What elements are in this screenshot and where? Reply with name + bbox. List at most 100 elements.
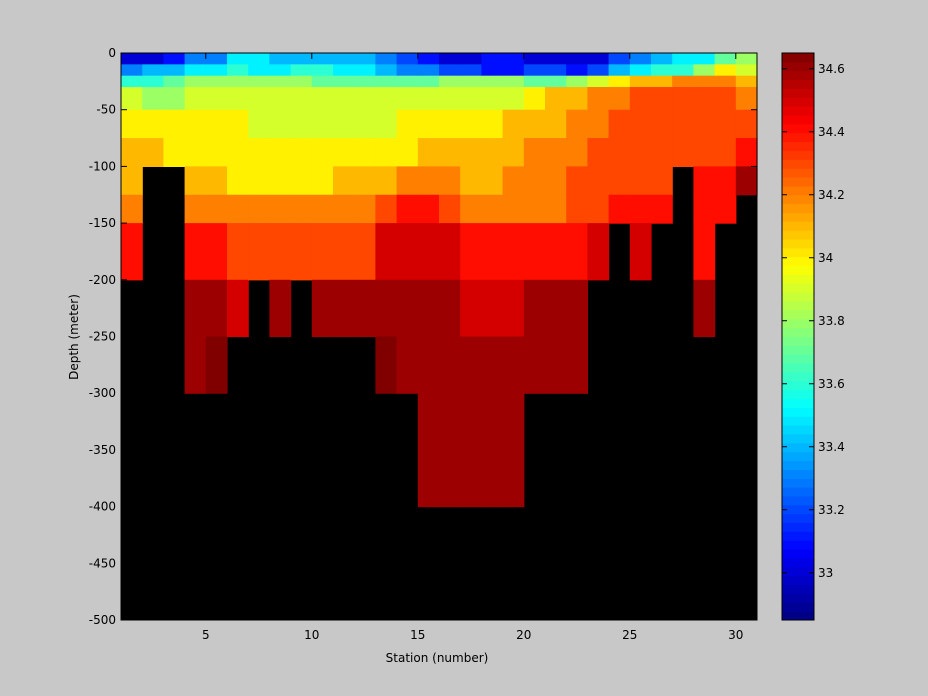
colorbar-segment (782, 61, 814, 72)
heatmap-cell (502, 87, 525, 111)
heatmap-cell (566, 87, 588, 111)
heatmap-cell (502, 109, 525, 139)
heatmap-cell (417, 53, 440, 65)
heatmap-cell (248, 87, 270, 111)
heatmap-cell (672, 53, 694, 65)
heatmap-cell (354, 223, 376, 281)
heatmap-cell (714, 194, 737, 224)
heatmap-cell (333, 223, 355, 281)
heatmap-cell (417, 138, 440, 167)
colorbar-segment (782, 185, 814, 196)
heatmap-cell (651, 64, 673, 77)
y-axis-ticks: 0 -50 -100 -150 -200 -250 -300 -350 -400 -450 -500 (89, 46, 757, 627)
colorbar-segment (782, 593, 814, 603)
heatmap-cell (248, 53, 270, 65)
heatmap-cell (142, 109, 164, 139)
heatmap-cell (439, 87, 461, 111)
heatmap-cell (439, 393, 461, 508)
heatmap-cell (693, 279, 716, 338)
colorbar-segment (782, 345, 814, 355)
y-axis-label: Depth (meter) (67, 294, 81, 380)
heatmap-cell (629, 194, 652, 224)
heatmap-cell (460, 138, 482, 167)
heatmap-cell (735, 138, 758, 167)
heatmap-cell (396, 138, 419, 167)
colorbar-segment (782, 575, 814, 586)
heatmap-cell (566, 194, 588, 224)
y-tick-label: -450 (89, 556, 116, 570)
heatmap-cell (481, 393, 504, 508)
heatmap-cell (184, 279, 207, 338)
colorbar-segment (782, 274, 814, 284)
heatmap-cell (184, 109, 207, 139)
heatmap-cell (227, 75, 249, 88)
x-axis-ticks: 5 10 15 20 25 30 (202, 53, 743, 642)
heatmap-cell (205, 336, 228, 394)
heatmap-cell (354, 194, 376, 224)
heatmap-cell (375, 223, 398, 281)
heatmap-cell (481, 138, 504, 167)
heatmap-cell (121, 87, 143, 111)
colorbar-segment (782, 123, 814, 134)
heatmap-cell (311, 87, 334, 111)
heatmap-cell (290, 87, 313, 111)
heatmap-cell (608, 64, 631, 77)
heatmap-cell (163, 109, 186, 139)
heatmap-cell (545, 109, 567, 139)
y-tick-label: -350 (89, 443, 116, 457)
heatmap-cell (651, 87, 673, 111)
heatmap-cell (248, 194, 270, 224)
heatmap-cell (523, 166, 546, 196)
colorbar-segment (782, 442, 814, 453)
colorbar-segment (782, 398, 814, 408)
colorbar-segment (782, 425, 814, 435)
heatmap-cell (375, 109, 398, 139)
heatmap-cell (227, 53, 249, 65)
heatmap-cell (121, 194, 143, 224)
heatmap-cell (354, 87, 376, 111)
heatmap-cell (460, 166, 482, 196)
heatmap-cell (714, 138, 737, 167)
heatmap-cell (248, 109, 270, 139)
colorbar-segment (782, 380, 814, 391)
heatmap-cell (333, 75, 355, 88)
heatmap-cell (290, 138, 313, 167)
heatmap-cell (460, 53, 482, 65)
colorbar-segment (782, 478, 814, 488)
colorbar-segment (782, 79, 814, 89)
heatmap-cell (502, 223, 525, 281)
heatmap-cell (693, 53, 716, 65)
heatmap-cell (333, 53, 355, 65)
colorbar-segment (782, 318, 814, 329)
heatmap-cell (545, 223, 567, 281)
heatmap-cell (566, 336, 588, 394)
heatmap-cell (608, 166, 631, 196)
heatmap-cell (333, 64, 355, 77)
heatmap-cell (227, 109, 249, 139)
heatmap-cell (629, 166, 652, 196)
colorbar-tick-label: 33.4 (818, 440, 845, 454)
x-tick-label: 25 (622, 628, 637, 642)
heatmap-cell (502, 138, 525, 167)
heatmap-cell (714, 87, 737, 111)
y-tick-label: 0 (108, 46, 116, 60)
heatmap-cell (523, 279, 546, 338)
colorbar-segment (782, 177, 814, 187)
heatmap-cell (354, 138, 376, 167)
heatmap-cell (587, 75, 610, 88)
heatmap-cell (396, 223, 419, 281)
heatmap-cell (523, 87, 546, 111)
heatmap-cell (142, 138, 164, 167)
heatmap-cell (545, 87, 567, 111)
heatmap-cell (460, 279, 482, 338)
heatmap-cell (396, 194, 419, 224)
heatmap-cell (269, 109, 292, 139)
heatmap-cell (184, 75, 207, 88)
heatmap-cell (566, 166, 588, 196)
heatmap-cell (396, 166, 419, 196)
heatmap-cell (608, 109, 631, 139)
colorbar-segment (782, 389, 814, 400)
heatmap-cell (693, 138, 716, 167)
heatmap-cell (354, 64, 376, 77)
